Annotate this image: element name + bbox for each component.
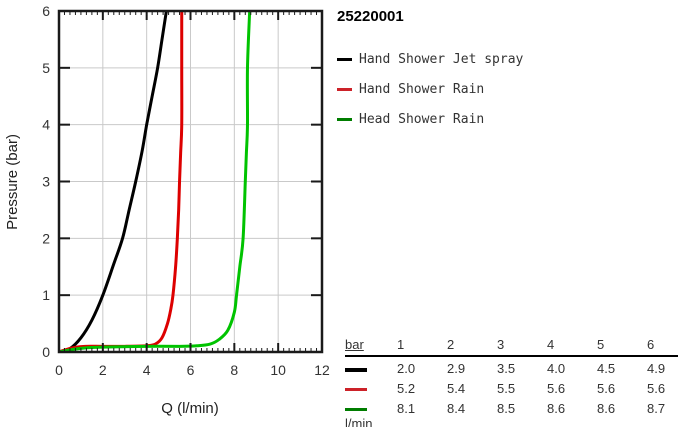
y-tick-label: 4 <box>42 117 50 133</box>
flow-value-cell: 8.6 <box>547 401 566 416</box>
table-row-swatch <box>345 408 367 412</box>
y-tick-label: 2 <box>42 230 50 246</box>
x-tick-label: 0 <box>55 362 63 378</box>
flow-rate-table: bar 1 2 3 4 5 6 2.0 2.9 3.5 4.0 4.5 4.9 5.2 5.4 5.5 5.6 5… <box>345 337 678 427</box>
flow-value-cell: 2.9 <box>447 361 466 376</box>
table-row: 2.0 2.9 3.5 4.0 4.5 4.9 <box>345 356 678 377</box>
flow-value-cell: 5.5 <box>497 381 516 396</box>
table-header-pressure: 3 <box>497 337 547 357</box>
chart-gridlines <box>59 11 322 352</box>
x-tick-label: 12 <box>314 362 330 378</box>
flow-value-cell: 5.6 <box>647 381 666 396</box>
x-tick-label: 2 <box>99 362 107 378</box>
flow-value-cell: 8.7 <box>647 401 666 416</box>
table-header-pressure: 6 <box>647 337 678 357</box>
table-row-swatch <box>345 388 367 392</box>
x-tick-label: 6 <box>187 362 195 378</box>
flow-value-cell: 4.0 <box>547 361 566 376</box>
x-tick-label: 8 <box>230 362 238 378</box>
chart-curves <box>59 11 252 352</box>
flow-value-cell: 5.6 <box>547 381 566 396</box>
legend-label: Head Shower Rain <box>359 111 485 127</box>
y-tick-label: 0 <box>42 344 50 360</box>
legend-swatch-red <box>337 87 352 91</box>
curve-hand-shower-jet-spray <box>59 11 168 352</box>
flow-value-cell: 3.5 <box>497 361 516 376</box>
x-axis-label: Q (l/min) <box>161 400 219 417</box>
y-tick-label: 1 <box>42 287 50 303</box>
table-unit-label: l/min <box>345 416 373 427</box>
legend-item-jet-spray: Hand Shower Jet spray <box>337 44 523 74</box>
y-tick-label: 3 <box>42 174 50 190</box>
table-row: 8.1 8.4 8.5 8.6 8.6 8.7 <box>345 397 678 417</box>
flow-value-cell: 8.5 <box>497 401 516 416</box>
product-number-title: 25220001 <box>337 8 404 25</box>
legend-label: Hand Shower Rain <box>359 81 485 97</box>
flow-rate-table-grid: bar 1 2 3 4 5 6 2.0 2.9 3.5 4.0 4.5 4.9 5.2 5.4 5.5 5.6 5… <box>345 337 678 417</box>
curve-hand-shower-rain <box>59 11 184 352</box>
table-row-swatch <box>345 367 367 372</box>
table-header-pressure: 1 <box>397 337 447 357</box>
flow-value-cell: 5.2 <box>397 381 416 396</box>
flow-value-cell: 4.5 <box>597 361 616 376</box>
x-tick-label: 10 <box>270 362 286 378</box>
chart-ticks <box>59 11 322 352</box>
flow-value-cell: 4.9 <box>647 361 666 376</box>
table-row: 5.2 5.4 5.5 5.6 5.6 5.6 <box>345 377 678 397</box>
table-header-pressure: 4 <box>547 337 597 357</box>
flow-value-cell: 5.4 <box>447 381 466 396</box>
legend-item-head-rain: Head Shower Rain <box>337 104 523 134</box>
legend-item-hand-rain: Hand Shower Rain <box>337 74 523 104</box>
y-axis-label: Pressure (bar) <box>4 134 21 230</box>
flow-value-cell: 8.4 <box>447 401 466 416</box>
legend-swatch-green <box>337 117 352 121</box>
flow-value-cell: 2.0 <box>397 361 416 376</box>
table-header-pressure: 2 <box>447 337 497 357</box>
flow-value-cell: 8.1 <box>397 401 416 416</box>
flow-value-cell: 8.6 <box>597 401 616 416</box>
y-tick-label: 5 <box>42 60 50 76</box>
curve-head-shower-rain <box>59 11 252 352</box>
x-tick-label: 4 <box>143 362 151 378</box>
flow-value-cell: 5.6 <box>597 381 616 396</box>
legend-label: Hand Shower Jet spray <box>359 51 524 67</box>
chart-legend: Hand Shower Jet spray Hand Shower Rain H… <box>337 44 523 134</box>
table-header-pressure: 5 <box>597 337 647 357</box>
table-header-bar: bar <box>345 337 397 357</box>
y-tick-label: 6 <box>42 3 50 19</box>
legend-swatch-black <box>337 57 352 61</box>
